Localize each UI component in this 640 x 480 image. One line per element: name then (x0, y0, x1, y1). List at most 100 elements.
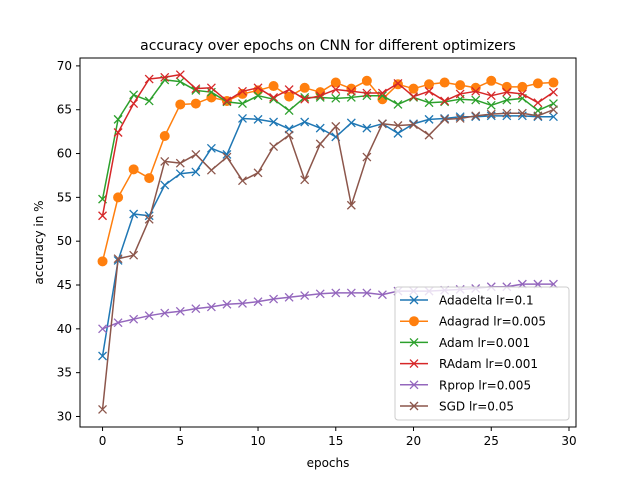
data-point (238, 99, 247, 109)
data-point (144, 96, 154, 106)
data-point (129, 209, 139, 219)
data-point (160, 156, 170, 166)
data-point (98, 405, 108, 414)
data-point (284, 106, 294, 116)
legend-item: Rprop lr=0.005 (400, 378, 531, 392)
legend-label: Adadelta lr=0.1 (439, 294, 534, 308)
data-point (331, 85, 341, 95)
x-tick-label: 20 (406, 434, 421, 448)
data-point (238, 176, 247, 186)
series-line (101, 109, 554, 410)
data-point (486, 91, 496, 101)
data-point (486, 100, 496, 110)
series-line (101, 79, 554, 200)
data-point (222, 152, 232, 162)
data-point (471, 111, 481, 121)
data-point (191, 85, 201, 95)
data-point (206, 302, 216, 312)
data-point (253, 297, 263, 307)
data-point (548, 112, 558, 122)
data-point (129, 99, 139, 109)
data-point (175, 99, 186, 110)
legend-label: SGD lr=0.05 (439, 400, 514, 414)
data-point (268, 81, 279, 92)
data-point (253, 114, 263, 124)
data-point (269, 117, 279, 127)
x-axis-ticks: 0 5 10 15 20 25 30 (99, 427, 577, 448)
data-point (175, 77, 185, 87)
data-point (98, 351, 108, 361)
data-point (362, 288, 372, 298)
data-point (160, 72, 170, 82)
x-tick-label: 0 (99, 434, 107, 448)
data-point (331, 288, 341, 298)
data-point (113, 192, 124, 203)
x-tick-label: 10 (250, 434, 265, 448)
legend-item: Adagrad lr=0.005 (400, 315, 546, 329)
data-point (159, 131, 170, 142)
data-point (315, 139, 325, 149)
data-point (548, 87, 558, 97)
y-tick-label: 65 (57, 103, 72, 117)
data-point (424, 114, 434, 124)
legend-item: SGD lr=0.05 (400, 400, 514, 414)
data-point (315, 123, 325, 133)
y-tick-label: 50 (57, 234, 72, 248)
data-point (377, 290, 387, 300)
data-point (315, 289, 325, 299)
y-tick-label: 40 (57, 322, 72, 336)
data-point (300, 175, 310, 185)
data-point (377, 119, 387, 129)
data-point (393, 128, 403, 138)
legend-swatch-marker (409, 359, 419, 369)
data-point (128, 164, 139, 175)
series-line (101, 80, 554, 262)
data-point (113, 318, 123, 328)
data-point (300, 291, 310, 300)
data-point (299, 82, 310, 93)
data-point (175, 158, 185, 168)
data-point (175, 169, 185, 179)
data-point (377, 88, 387, 98)
data-point (439, 77, 450, 88)
data-point (424, 98, 434, 108)
legend: Adadelta lr=0.1 Adagrad lr=0.005 Adam lr=0… (394, 286, 570, 421)
legend-label: Adagrad lr=0.005 (439, 315, 546, 329)
data-point (269, 142, 279, 151)
data-point (502, 87, 512, 97)
data-point (284, 85, 294, 95)
data-point (160, 180, 170, 190)
data-point (253, 83, 263, 93)
data-point (238, 86, 247, 96)
plot-frame (79, 57, 577, 428)
data-point (424, 86, 434, 96)
legend-label: RAdam lr=0.001 (439, 357, 538, 371)
data-point (455, 114, 465, 123)
data-point (98, 324, 108, 334)
data-point (548, 105, 558, 115)
data-point (206, 143, 216, 153)
data-point (175, 306, 185, 316)
data-point (144, 74, 154, 84)
data-point (331, 121, 341, 131)
series-line (101, 73, 554, 216)
data-point (409, 120, 418, 130)
data-point (361, 75, 372, 86)
data-point (300, 92, 310, 102)
data-point (191, 167, 201, 177)
legend-item: RAdam lr=0.001 (400, 357, 538, 371)
legend-item: Adadelta lr=0.1 (400, 294, 534, 308)
data-point (300, 94, 310, 104)
y-tick-label: 35 (57, 366, 72, 380)
data-point (113, 114, 123, 124)
data-point (393, 121, 403, 130)
data-point (175, 70, 185, 80)
data-point (517, 89, 527, 99)
y-tick-label: 70 (57, 59, 72, 73)
data-point (191, 84, 201, 94)
data-point (191, 304, 201, 314)
data-point (97, 256, 108, 267)
series-layer (97, 70, 559, 414)
data-point (129, 250, 139, 260)
y-tick-label: 30 (57, 409, 72, 423)
